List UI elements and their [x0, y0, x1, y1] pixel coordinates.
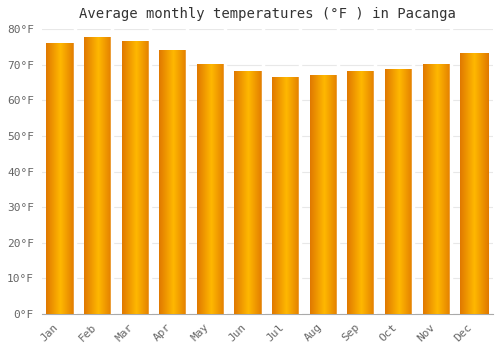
Title: Average monthly temperatures (°F ) in Pacanga: Average monthly temperatures (°F ) in Pa…: [79, 7, 456, 21]
